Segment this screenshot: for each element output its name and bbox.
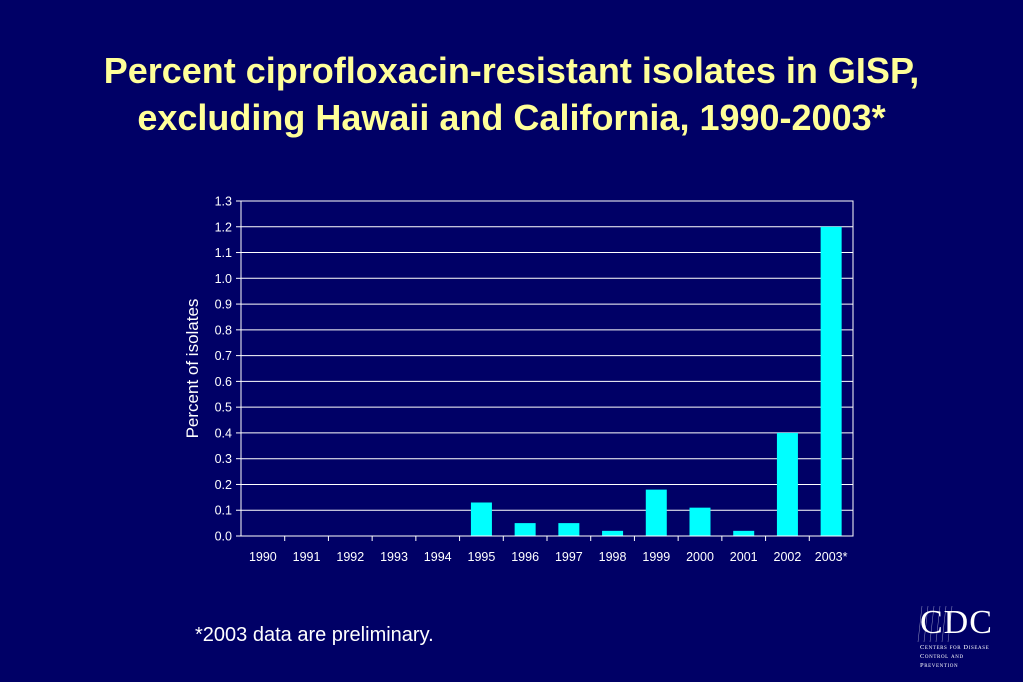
bar-1997	[558, 523, 580, 536]
tick-labels: 0.0 0.1 0.2 0.3 0.4 0.5 0.6 0.7 0.8 0.9 1.0 1.1 1.2 1…	[183, 195, 848, 565]
logo-letters: CDC	[920, 604, 993, 641]
x-tick-label: 1992	[336, 550, 364, 564]
grid-lines	[241, 200, 853, 511]
x-tick-label: 1994	[424, 550, 452, 564]
bar-1998	[602, 530, 624, 536]
cdc-logo: CDC Centers for Disease Control and Prev…	[916, 604, 1000, 669]
x-tick-label: 2001	[730, 550, 758, 564]
y-tick-label: 0.8	[215, 323, 232, 337]
y-tick-label: 0.4	[215, 426, 232, 440]
logo-subtitle-line1: Centers for Disease	[920, 644, 990, 651]
x-tick-label: 2002	[774, 550, 802, 564]
y-tick-label: 0.6	[215, 375, 232, 389]
chart-title: Percent ciprofloxacin-resistant isolates…	[103, 50, 920, 138]
x-tick-label: 1990	[249, 550, 277, 564]
bars	[470, 226, 842, 536]
y-tick-label: 0.2	[215, 478, 232, 492]
logo-lines-graphic	[917, 606, 953, 642]
logo-subtitle-line2: Control and Prevention	[920, 652, 964, 669]
x-tick-label: 1995	[468, 550, 496, 564]
y-tick-label: 1.1	[215, 246, 232, 260]
y-tick-label: 0.7	[215, 349, 232, 363]
x-tick-label: 1993	[380, 550, 408, 564]
y-tick-label: 0.5	[215, 401, 232, 415]
bar-1996	[514, 523, 536, 536]
bar-1999	[645, 489, 667, 536]
x-tick-label: 1999	[642, 550, 670, 564]
bar-2002	[776, 432, 798, 536]
x-tick-label: 1996	[511, 550, 539, 564]
bar-2000	[689, 507, 711, 536]
y-tick-label: 1.2	[215, 220, 232, 234]
y-tick-label: 0.1	[215, 504, 232, 518]
y-tick-label: 0.3	[215, 452, 232, 466]
bar-2003	[820, 226, 842, 536]
bar-1995	[470, 502, 492, 536]
y-axis-label: Percent of isolates	[183, 299, 202, 439]
plot-area-border	[240, 200, 854, 537]
y-tick-label: 0.0	[215, 530, 232, 544]
y-tick-label: 0.9	[215, 298, 232, 312]
x-tick-label: 1991	[293, 550, 321, 564]
bar-2001	[733, 530, 755, 536]
logo-subtitle: Centers for Disease Control and Preventi…	[920, 644, 1000, 670]
x-tick-label: 2003*	[815, 550, 848, 564]
footnote: *2003 data are preliminary.	[195, 624, 434, 646]
x-tick-label: 1998	[599, 550, 627, 564]
y-tick-label: 1.3	[215, 195, 232, 209]
axes	[236, 200, 854, 541]
x-tick-label: 1997	[555, 550, 583, 564]
y-tick-label: 1.0	[215, 272, 232, 286]
x-tick-label: 2000	[686, 550, 714, 564]
